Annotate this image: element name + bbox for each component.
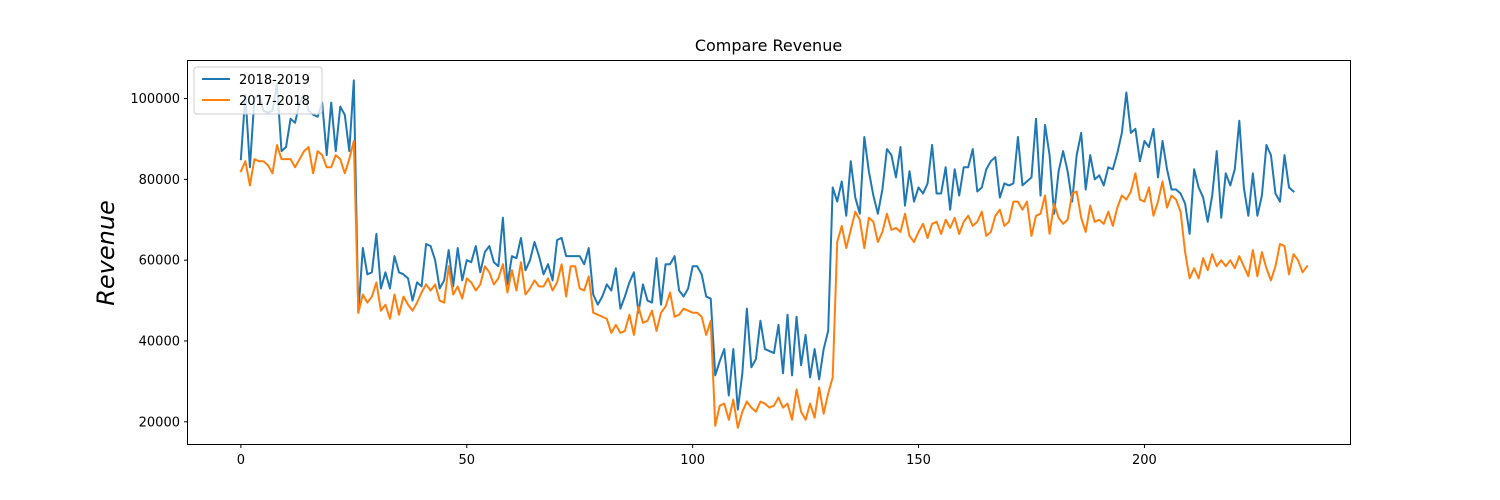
y-tick-label: 40000 xyxy=(139,334,180,349)
x-tick-label: 0 xyxy=(237,453,245,468)
y-tick-label: 100000 xyxy=(130,92,180,107)
y-axis-label: Revenue xyxy=(92,200,120,306)
series-line-0 xyxy=(239,79,1295,411)
y-tick-label: 20000 xyxy=(139,415,180,430)
legend-label-1: 2017-2018 xyxy=(239,94,310,109)
legend: 2018-2019 2017-2018 xyxy=(193,66,323,115)
x-tick-label: 50 xyxy=(458,453,475,468)
chart-title: Compare Revenue xyxy=(695,36,842,55)
series-line-1 xyxy=(239,139,1309,429)
plot-area-frame xyxy=(187,60,1351,445)
x-tick-label: 200 xyxy=(1132,453,1157,468)
x-tick-label: 150 xyxy=(906,453,931,468)
y-tick-label: 80000 xyxy=(139,173,180,188)
series-layer xyxy=(239,79,1309,429)
y-axis: 20000 40000 60000 80000 100000 xyxy=(130,92,188,430)
legend-label-0: 2018-2019 xyxy=(239,73,310,88)
x-axis: 0 50 100 150 200 xyxy=(237,444,1157,468)
y-tick-label: 60000 xyxy=(139,254,180,269)
x-tick-label: 100 xyxy=(680,453,705,468)
